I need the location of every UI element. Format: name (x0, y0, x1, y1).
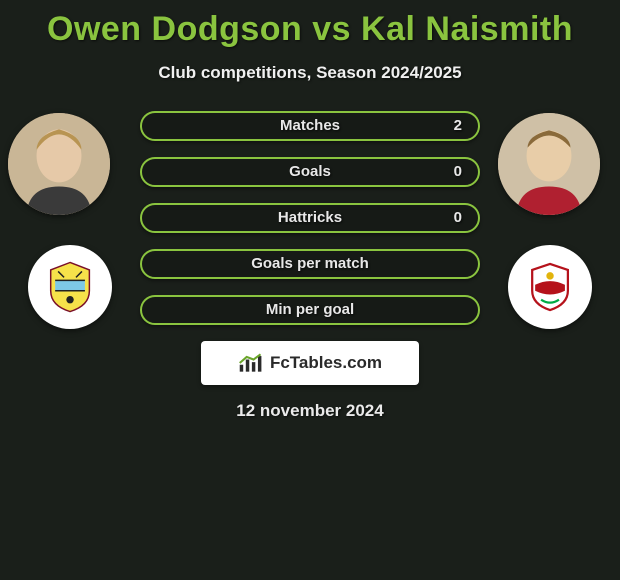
stat-bar-min-per-goal: Min per goal (140, 295, 480, 325)
comparison-body: Matches 2 Goals 0 Hattricks 0 Goals per … (0, 111, 620, 421)
player-right-avatar (498, 113, 600, 215)
stat-bar-goals-per-match: Goals per match (140, 249, 480, 279)
stat-label: Hattricks (142, 205, 478, 231)
stat-label: Matches (142, 113, 478, 139)
stat-value: 2 (454, 113, 462, 139)
page-title: Owen Dodgson vs Kal Naismith (0, 0, 620, 49)
stat-bar-hattricks: Hattricks 0 (140, 203, 480, 233)
person-icon (498, 113, 600, 215)
person-icon (8, 113, 110, 215)
barchart-icon (238, 352, 264, 374)
page-subtitle: Club competitions, Season 2024/2025 (0, 63, 620, 83)
stat-bars: Matches 2 Goals 0 Hattricks 0 Goals per … (140, 111, 480, 325)
stat-value: 0 (454, 205, 462, 231)
stat-label: Goals per match (142, 251, 478, 277)
team-right-crest (508, 245, 592, 329)
brand-box: FcTables.com (201, 341, 419, 385)
shield-icon (44, 261, 96, 313)
player-left-avatar (8, 113, 110, 215)
stat-value: 0 (454, 159, 462, 185)
stat-bar-matches: Matches 2 (140, 111, 480, 141)
footer-date: 12 november 2024 (0, 401, 620, 421)
team-left-crest (28, 245, 112, 329)
stat-bar-goals: Goals 0 (140, 157, 480, 187)
stat-label: Min per goal (142, 297, 478, 323)
brand-label: FcTables.com (270, 353, 382, 373)
stat-label: Goals (142, 159, 478, 185)
shield-icon (524, 261, 576, 313)
